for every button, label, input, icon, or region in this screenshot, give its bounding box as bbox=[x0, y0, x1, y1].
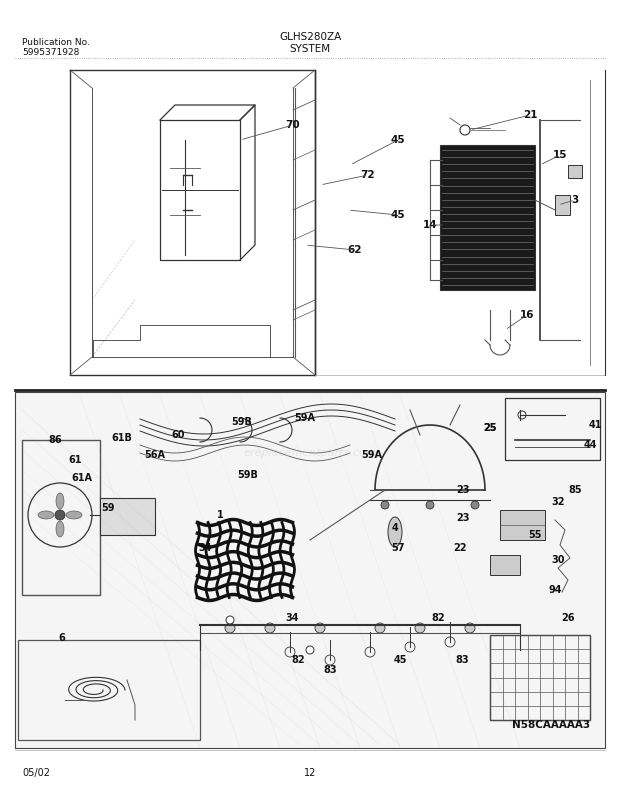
Text: 85: 85 bbox=[568, 485, 582, 495]
Circle shape bbox=[265, 623, 275, 633]
Ellipse shape bbox=[388, 517, 402, 547]
Text: 45: 45 bbox=[391, 135, 405, 145]
Circle shape bbox=[306, 646, 314, 654]
Polygon shape bbox=[100, 498, 155, 535]
Text: 34: 34 bbox=[198, 543, 212, 553]
Text: 14: 14 bbox=[423, 220, 437, 230]
Ellipse shape bbox=[56, 493, 64, 509]
Text: 72: 72 bbox=[361, 170, 375, 180]
Text: 41: 41 bbox=[588, 420, 602, 430]
Text: 26: 26 bbox=[561, 613, 575, 623]
Circle shape bbox=[381, 501, 389, 509]
Text: 4: 4 bbox=[392, 523, 399, 533]
Text: Publication No.: Publication No. bbox=[22, 38, 90, 47]
Text: 32: 32 bbox=[551, 497, 565, 507]
Circle shape bbox=[465, 623, 475, 633]
Polygon shape bbox=[15, 392, 605, 748]
Polygon shape bbox=[490, 555, 520, 575]
Text: 62: 62 bbox=[348, 245, 362, 255]
Ellipse shape bbox=[66, 511, 82, 519]
Text: 82: 82 bbox=[431, 613, 445, 623]
Text: N58CAAAAA3: N58CAAAAA3 bbox=[512, 720, 590, 730]
Circle shape bbox=[471, 501, 479, 509]
Text: 59A: 59A bbox=[361, 450, 383, 460]
Polygon shape bbox=[568, 165, 582, 178]
Text: 45: 45 bbox=[393, 655, 407, 665]
Text: 1: 1 bbox=[216, 510, 223, 520]
Text: 15: 15 bbox=[553, 150, 567, 160]
Text: 60: 60 bbox=[171, 430, 185, 440]
Circle shape bbox=[55, 510, 65, 520]
Ellipse shape bbox=[56, 521, 64, 537]
Circle shape bbox=[375, 623, 385, 633]
Text: 30: 30 bbox=[551, 555, 565, 565]
Circle shape bbox=[426, 501, 434, 509]
Text: 86: 86 bbox=[48, 435, 62, 445]
Text: 22: 22 bbox=[453, 543, 467, 553]
Text: 61A: 61A bbox=[71, 473, 92, 483]
Circle shape bbox=[315, 623, 325, 633]
Text: 44: 44 bbox=[583, 440, 596, 450]
Text: 59: 59 bbox=[101, 503, 115, 513]
Text: 70: 70 bbox=[286, 120, 300, 130]
Text: 3: 3 bbox=[572, 195, 578, 205]
Text: SYSTEM: SYSTEM bbox=[290, 44, 330, 54]
Text: 83: 83 bbox=[455, 655, 469, 665]
Text: 45: 45 bbox=[391, 210, 405, 220]
Text: 23: 23 bbox=[456, 485, 470, 495]
Text: 57: 57 bbox=[391, 543, 405, 553]
Polygon shape bbox=[555, 195, 570, 215]
Ellipse shape bbox=[38, 511, 54, 519]
Text: 16: 16 bbox=[520, 310, 534, 320]
Text: 21: 21 bbox=[523, 110, 538, 120]
Polygon shape bbox=[500, 510, 545, 540]
Text: 05/02: 05/02 bbox=[22, 768, 50, 778]
Text: 25: 25 bbox=[483, 423, 497, 433]
Text: 82: 82 bbox=[291, 655, 305, 665]
Text: 6: 6 bbox=[59, 633, 65, 643]
Text: 94: 94 bbox=[548, 585, 562, 595]
Circle shape bbox=[415, 623, 425, 633]
Text: 34: 34 bbox=[285, 613, 299, 623]
Text: 12: 12 bbox=[304, 768, 316, 778]
Text: 25: 25 bbox=[483, 423, 497, 433]
Text: 61B: 61B bbox=[112, 433, 133, 443]
Text: 5995371928: 5995371928 bbox=[22, 48, 79, 57]
Text: 59A: 59A bbox=[294, 413, 316, 423]
Circle shape bbox=[225, 623, 235, 633]
Text: 83: 83 bbox=[323, 665, 337, 675]
Text: GLHS280ZA: GLHS280ZA bbox=[279, 32, 341, 42]
Text: 56A: 56A bbox=[144, 450, 166, 460]
Text: 55: 55 bbox=[528, 530, 542, 540]
Text: 59B: 59B bbox=[237, 470, 259, 480]
Text: 23: 23 bbox=[456, 513, 470, 523]
Polygon shape bbox=[440, 145, 535, 290]
Circle shape bbox=[226, 616, 234, 624]
Text: 61: 61 bbox=[68, 455, 82, 465]
Text: ereplacementparts.com: ereplacementparts.com bbox=[243, 448, 377, 458]
Text: 59B: 59B bbox=[231, 417, 252, 427]
